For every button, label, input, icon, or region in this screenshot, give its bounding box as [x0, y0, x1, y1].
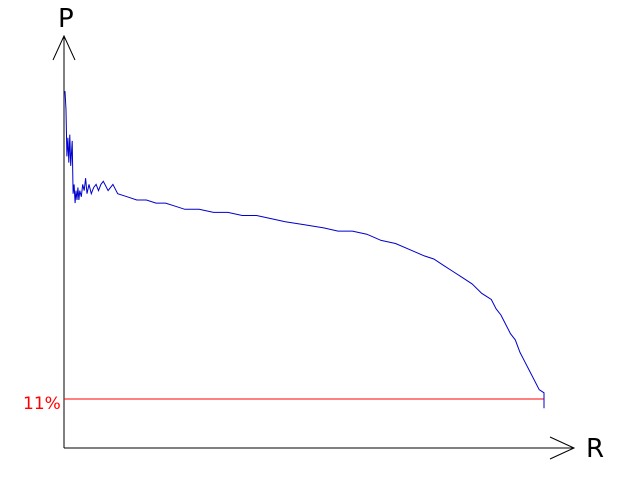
y-axis-label: P [58, 4, 74, 34]
reference-line-label: 11% [23, 394, 61, 414]
x-axis-arrowhead [549, 436, 576, 460]
series-group [64, 91, 545, 409]
y-axis-arrowhead [52, 34, 76, 61]
series-line-0 [64, 91, 545, 409]
x-axis-label: R [586, 434, 604, 464]
